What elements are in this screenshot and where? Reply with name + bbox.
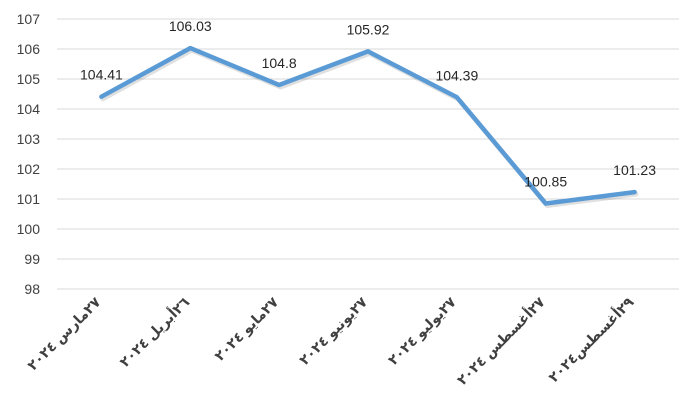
x-tick-label: ٢٦أبريل ٢٠٢٤ [116, 293, 194, 371]
gridlines [57, 18, 679, 290]
y-tick-label: 106 [17, 41, 41, 57]
data-label: 104.41 [80, 67, 123, 83]
x-tick-label: ٢٧مارس ٢٠٢٤ [24, 293, 104, 373]
y-tick-label: 98 [24, 281, 40, 297]
data-label: 104.8 [262, 55, 297, 71]
y-tick-label: 103 [17, 131, 41, 147]
y-tick-label: 105 [17, 71, 41, 87]
y-tick-label: 104 [17, 101, 41, 117]
data-point [188, 46, 193, 51]
data-point [454, 95, 459, 100]
y-tick-label: 100 [17, 221, 41, 237]
data-point [277, 83, 282, 87]
x-tick-label: ٢٧مايو ٢٠٢٤ [211, 293, 282, 364]
data-point [99, 94, 104, 99]
data-label: 104.39 [435, 67, 478, 83]
data-point [366, 49, 370, 54]
data-point [543, 201, 548, 206]
data-label: 105.92 [347, 21, 390, 37]
series-line [99, 45, 639, 208]
y-tick-label: 107 [17, 11, 41, 27]
x-tick-label: ٢٧يوليو ٢٠٢٤ [385, 293, 460, 368]
y-tick-label: 101 [17, 191, 41, 207]
x-tick-label: ٢٩أغسطس٢٠٢٤ [545, 293, 637, 385]
y-tick-label: 99 [24, 251, 40, 267]
data-label: 106.03 [169, 18, 212, 34]
data-label: 100.85 [524, 174, 567, 190]
data-labels: 104.41 106.03 104.8 105.92 104.39 100.85 101.2… [80, 18, 656, 189]
data-point [632, 190, 637, 195]
x-tick-label: ٢٧يونيو ٢٠٢٤ [296, 293, 371, 368]
y-tick-label: 102 [17, 161, 41, 177]
y-axis: 98 99 100 101 102 103 104 105 106 107 [17, 11, 41, 297]
data-label: 101.23 [613, 162, 656, 178]
x-tick-label: ٢٧أغسطس ٢٠٢٤ [453, 293, 548, 388]
